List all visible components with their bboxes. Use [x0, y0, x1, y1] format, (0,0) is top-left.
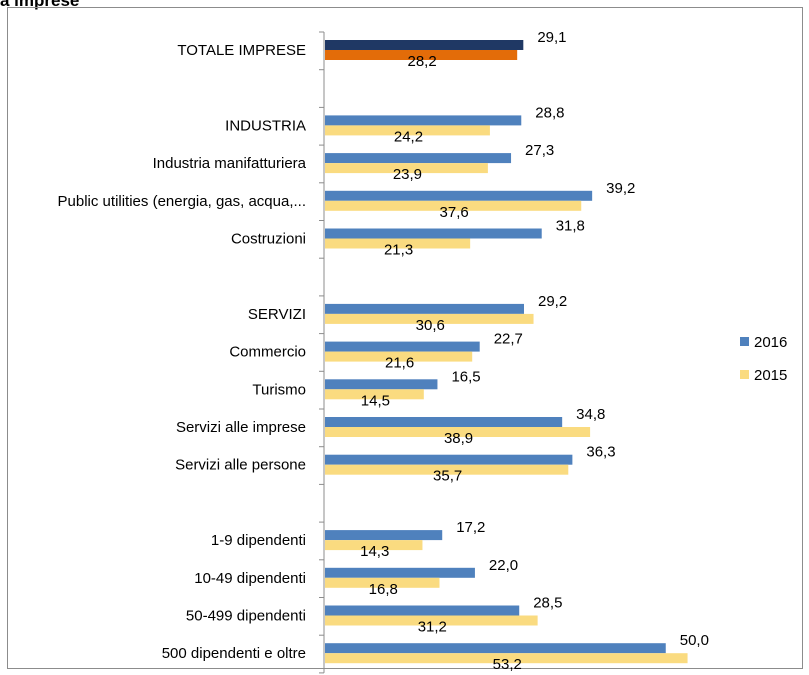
bar-2016 [325, 228, 542, 239]
category-label: Turismo [252, 381, 306, 398]
bar-2016 [325, 303, 524, 314]
data-label-2016: 36,3 [586, 444, 615, 461]
bar-2016 [325, 417, 563, 427]
bar-2015 [325, 238, 471, 249]
data-label-2016: 34,8 [576, 406, 605, 423]
category-label: Servizi alle persone [175, 457, 306, 474]
bar-2015 [325, 540, 423, 551]
legend-label-2016: 2016 [754, 334, 787, 351]
bar-2015 [325, 163, 488, 174]
bar-2015 [325, 577, 440, 588]
category-label: Servizi alle imprese [176, 419, 306, 436]
category-label: 50-499 dipendenti [186, 608, 306, 625]
legend-label-2015: 2015 [754, 367, 787, 384]
bar-2016 [325, 115, 522, 126]
category-label: Public utilities (energia, gas, acqua,..… [58, 193, 306, 210]
bar-2015 [325, 653, 688, 664]
bar-2016 [325, 643, 666, 654]
data-label-2016: 16,5 [451, 368, 480, 385]
data-label-2015: 31,2 [418, 619, 447, 636]
legend-swatch-2016 [740, 337, 749, 346]
data-label-2016: 28,5 [533, 595, 562, 612]
bar-2016 [325, 605, 520, 616]
data-label-2015: 30,6 [416, 317, 445, 334]
legend-swatch-2015 [740, 370, 749, 379]
category-label: Commercio [229, 344, 306, 361]
bar-2015 [325, 200, 582, 211]
bar-2015 [325, 50, 518, 60]
category-label: Industria manifatturiera [153, 155, 307, 172]
data-label-2016: 22,7 [494, 331, 523, 348]
data-label-2015: 38,9 [444, 430, 473, 447]
bar-2015 [325, 464, 569, 475]
bar-2016 [325, 341, 480, 352]
data-label-2015: 16,8 [369, 581, 398, 598]
category-label: SERVIZI [248, 306, 306, 323]
bar-2015 [325, 351, 473, 362]
data-label-2015: 35,7 [433, 468, 462, 485]
data-label-2015: 37,6 [440, 204, 469, 221]
data-label-2016: 29,1 [537, 29, 566, 46]
data-label-2015: 14,5 [361, 392, 390, 409]
data-label-2016: 31,8 [556, 218, 585, 235]
data-label-2015: 21,3 [384, 242, 413, 259]
category-label: 10-49 dipendenti [194, 570, 306, 587]
data-label-2015: 24,2 [394, 128, 423, 145]
chart-area [7, 7, 803, 669]
bar-2016 [325, 153, 512, 164]
bar-2015 [325, 427, 591, 437]
data-label-2015: 14,3 [360, 543, 389, 560]
data-label-2015: 53,2 [493, 656, 522, 673]
data-label-2015: 28,2 [407, 53, 436, 70]
bar-2015 [325, 313, 534, 324]
bar-2016 [325, 40, 524, 50]
data-label-2016: 22,0 [489, 557, 518, 574]
bar-2016 [325, 379, 438, 390]
data-label-2016: 50,0 [680, 632, 709, 649]
category-label: 500 dipendenti e oltre [162, 645, 306, 662]
category-label: TOTALE IMPRESE [177, 42, 306, 59]
bar-2016 [325, 454, 573, 465]
bar-2016 [325, 530, 443, 541]
data-label-2016: 27,3 [525, 142, 554, 159]
category-label: 1-9 dipendenti [211, 532, 306, 549]
bar-2016 [325, 190, 593, 201]
bar-2015 [325, 125, 490, 136]
category-label: INDUSTRIA [225, 117, 306, 134]
data-label-2016: 39,2 [606, 180, 635, 197]
category-label: Costruzioni [231, 231, 306, 248]
data-label-2015: 21,6 [385, 355, 414, 372]
data-label-2015: 23,9 [393, 166, 422, 183]
bar-2015 [325, 389, 424, 400]
chart-title: a imprese [0, 0, 80, 10]
bar-2016 [325, 567, 475, 578]
data-label-2016: 17,2 [456, 519, 485, 536]
bar-2015 [325, 615, 538, 626]
data-label-2016: 29,2 [538, 293, 567, 310]
data-label-2016: 28,8 [535, 104, 564, 121]
